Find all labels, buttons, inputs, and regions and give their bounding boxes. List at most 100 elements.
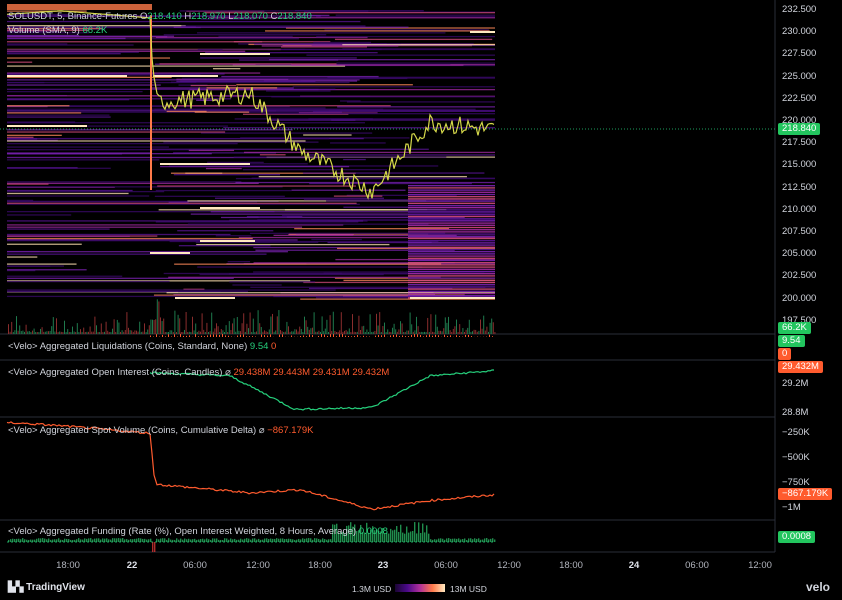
heatmap-level xyxy=(7,156,326,159)
volume-bar xyxy=(169,330,171,334)
volume-bar xyxy=(88,331,89,334)
price-tick: 212.500 xyxy=(782,181,817,193)
funding-pane-header: <Velo> Aggregated Funding (Rate (%), Ope… xyxy=(8,526,388,538)
heatmap-level xyxy=(210,211,495,213)
heatmap-level xyxy=(7,30,60,32)
liquidation-bar xyxy=(237,335,238,337)
liquidation-bar xyxy=(414,334,415,337)
heatmap-level xyxy=(7,72,261,74)
heatmap-legend-bar xyxy=(395,584,445,592)
volume-bar xyxy=(73,331,75,334)
funding-bar xyxy=(202,538,204,542)
funding-bar xyxy=(18,538,20,542)
funding-title[interactable]: <Velo> Aggregated Funding (Rate (%), Ope… xyxy=(8,526,357,537)
volume-bar xyxy=(108,331,110,334)
volume-bar xyxy=(360,330,361,334)
oi-title[interactable]: <Velo> Aggregated Open Interest (Coins, … xyxy=(8,367,223,378)
heatmap-level xyxy=(173,152,277,154)
legend-min: 1.3M USD xyxy=(352,584,392,594)
volume-bar xyxy=(489,322,491,334)
funding-bar xyxy=(214,538,216,542)
heatmap-level xyxy=(408,262,495,264)
heatmap-level xyxy=(408,259,495,262)
symbol-name[interactable]: SOLUSDT, 5, Binance-Futures xyxy=(8,11,138,22)
funding-bar xyxy=(462,539,464,542)
heatmap-level xyxy=(316,35,495,38)
hide-icon[interactable]: ⌀ xyxy=(225,367,231,378)
funding-bar xyxy=(422,523,424,542)
funding-bar xyxy=(126,539,128,542)
spot-value: −867.179K xyxy=(267,425,314,436)
volume-bar xyxy=(358,315,360,334)
funding-bar xyxy=(234,538,236,542)
funding-bar xyxy=(250,539,252,542)
volume-bar xyxy=(396,331,398,334)
heatmap-level xyxy=(316,16,495,18)
volume-bar xyxy=(427,317,429,334)
volume-bar xyxy=(230,330,232,334)
heatmap-level xyxy=(7,88,336,90)
volume-label[interactable]: Volume (SMA, 9) xyxy=(8,25,80,36)
volume-bar xyxy=(217,326,219,334)
heatmap-level xyxy=(408,207,495,209)
heatmap-level xyxy=(229,281,316,283)
funding-bar xyxy=(144,538,146,542)
volume-bar xyxy=(470,331,472,334)
volume-bar xyxy=(83,327,85,334)
volume-bar xyxy=(228,321,230,334)
volume-bar xyxy=(89,326,91,334)
spot-title[interactable]: <Velo> Aggregated Spot Volume (Coins, Cu… xyxy=(8,425,257,436)
heatmap-level xyxy=(294,228,450,230)
hide-icon[interactable]: ⌀ xyxy=(258,425,265,436)
funding-bar xyxy=(258,538,260,542)
heatmap-level xyxy=(300,298,495,300)
volume-bar xyxy=(377,325,379,334)
volume-bar xyxy=(75,331,77,334)
funding-bar xyxy=(158,539,160,542)
heatmap-level xyxy=(197,266,423,268)
heatmap-level xyxy=(7,136,34,138)
heatmap-level xyxy=(7,233,231,236)
price-line xyxy=(6,10,495,200)
volume-bar xyxy=(60,331,62,334)
funding-bar xyxy=(222,539,224,542)
funding-bar xyxy=(12,538,14,542)
volume-bar xyxy=(134,330,136,334)
volume-bar xyxy=(260,327,262,334)
heatmap-level xyxy=(7,138,38,140)
heatmap-level xyxy=(273,234,457,237)
volume-bar xyxy=(107,330,109,334)
funding-bar xyxy=(398,531,400,542)
funding-bar xyxy=(292,539,294,542)
heatmap-level xyxy=(269,59,495,61)
heatmap-level xyxy=(408,185,495,187)
price-tick: 217.500 xyxy=(782,137,817,149)
funding-bar xyxy=(280,538,282,542)
oi-high: 29.443M xyxy=(273,367,311,378)
liquidation-bar xyxy=(270,334,271,337)
funding-bar xyxy=(186,539,188,542)
funding-bar xyxy=(346,525,348,542)
time-label: 12:00 xyxy=(246,560,270,571)
heatmap-level xyxy=(7,65,346,67)
heatmap-level xyxy=(154,195,285,197)
funding-bar xyxy=(396,526,398,542)
liq-title[interactable]: <Velo> Aggregated Liquidations (Coins, S… xyxy=(8,341,248,352)
volume-bar xyxy=(243,313,245,334)
heatmap-level xyxy=(151,148,429,150)
liquidation-bar xyxy=(210,334,211,337)
volume-bar xyxy=(64,320,65,334)
volume-bar xyxy=(233,318,235,334)
heatmap-level xyxy=(7,277,234,279)
heatmap-level xyxy=(7,202,357,204)
funding-bar xyxy=(254,538,256,542)
heatmap-level xyxy=(7,35,175,37)
heatmap-level xyxy=(291,64,464,66)
heatmap-level xyxy=(220,216,465,219)
funding-bar xyxy=(356,531,358,542)
funding-bar xyxy=(332,524,334,542)
tradingview-logo[interactable]: ▙▚ TradingView xyxy=(8,582,85,593)
liquidation-bar xyxy=(225,335,226,337)
liquidation-bar xyxy=(381,335,382,337)
